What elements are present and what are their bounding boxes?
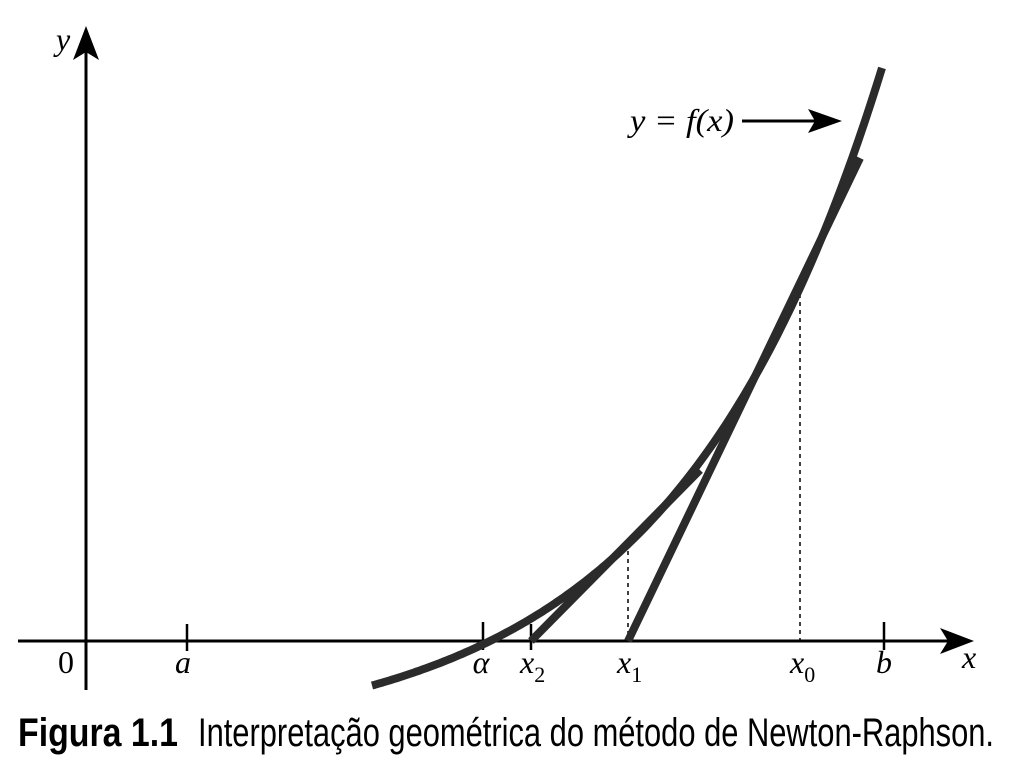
tangent-line-at-x1 (528, 467, 703, 644)
tangent-line-at-x0 (624, 156, 864, 643)
tick-label-a: a (175, 644, 191, 680)
tick-label-x2-base: x (519, 644, 534, 680)
tick-label-x0-base: x (789, 644, 804, 680)
figure-number: Figura 1.1 (18, 711, 178, 755)
x-axis-label: x (961, 639, 976, 675)
tick-label-x1-subscript: 1 (631, 662, 642, 687)
curve-label: y = f(x) (627, 102, 734, 138)
tick-label-alpha: α (473, 644, 491, 680)
function-curve (370, 66, 886, 690)
y-axis-arrowhead (73, 26, 99, 60)
tick-label-x1-base: x (616, 644, 631, 680)
y-axis-label: y (53, 21, 71, 57)
tick-label-x2: x2 (519, 644, 545, 687)
origin-label: 0 (58, 644, 74, 680)
tick-label-x2-subscript: 2 (534, 662, 545, 687)
tick-label-x0: x0 (789, 644, 815, 687)
tick-label-b: b (876, 644, 892, 680)
tick-label-x0-subscript: 0 (804, 662, 815, 687)
tick-label-x1: x1 (616, 644, 642, 687)
curve-label-arrowhead (808, 109, 842, 133)
x-axis-arrowhead (940, 628, 974, 654)
figure-caption: Interpretação geométrica do método de Ne… (198, 711, 994, 755)
